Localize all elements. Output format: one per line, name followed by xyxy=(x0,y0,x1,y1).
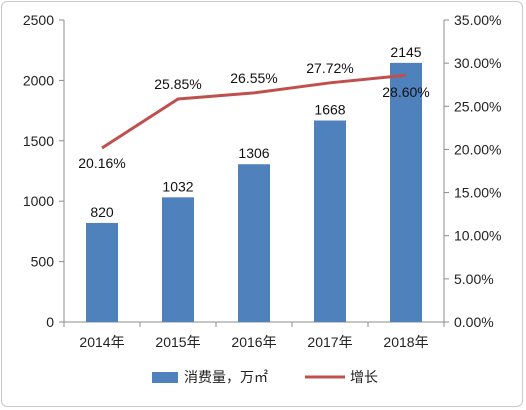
bar-value-label: 1306 xyxy=(238,145,269,161)
right-tick-label: 35.00% xyxy=(454,12,501,28)
bar xyxy=(314,120,346,322)
right-tick-label: 20.00% xyxy=(454,141,501,157)
axes: 0 500 1000 1500 2000 2500 0.00% 5.00% 10.00% 15.0… xyxy=(23,12,502,350)
x-tick-label: 2016年 xyxy=(231,334,276,350)
growth-line-path xyxy=(101,73,407,150)
x-tick-label: 2015年 xyxy=(155,334,200,350)
bar xyxy=(86,222,118,322)
right-tick-label: 0.00% xyxy=(454,314,494,330)
left-tick-label: 2000 xyxy=(23,72,54,88)
x-tick-label: 2018年 xyxy=(383,334,428,350)
bar xyxy=(238,164,270,322)
right-tick-label: 15.00% xyxy=(454,185,501,201)
growth-value-label: 20.16% xyxy=(78,155,125,171)
legend-label-consumption: 消费量，万㎡ xyxy=(184,370,268,386)
right-tick-label: 25.00% xyxy=(454,98,501,114)
legend-swatch-consumption xyxy=(152,372,178,383)
bar-value-label: 2145 xyxy=(390,44,421,60)
left-tick-label: 1500 xyxy=(23,133,54,149)
left-tick-label: 500 xyxy=(31,254,55,270)
x-tick-label: 2014年 xyxy=(79,334,124,350)
left-tick-label: 2500 xyxy=(23,12,54,28)
bar-value-label: 1668 xyxy=(314,102,345,118)
growth-value-label: 26.55% xyxy=(230,70,277,86)
right-tick-label: 10.00% xyxy=(454,228,501,244)
bar-value-label: 820 xyxy=(90,204,114,220)
right-tick-label: 5.00% xyxy=(454,271,494,287)
growth-value-label: 28.60% xyxy=(382,84,429,100)
growth-line xyxy=(101,73,407,150)
bar xyxy=(162,197,194,322)
right-tick-label: 30.00% xyxy=(454,55,501,71)
legend: 消费量，万㎡ 增长 xyxy=(152,370,378,386)
growth-value-label: 27.72% xyxy=(306,60,353,76)
data-labels: 820 1032 1306 1668 2145 20.16% 25.85% 26.55% 27.… xyxy=(78,44,429,220)
bar xyxy=(390,62,422,322)
x-tick-label: 2017年 xyxy=(307,334,352,350)
bar-value-label: 1032 xyxy=(162,178,193,194)
growth-value-label: 25.85% xyxy=(154,76,201,92)
left-tick-label: 1000 xyxy=(23,193,54,209)
left-tick-label: 0 xyxy=(46,314,54,330)
legend-label-growth: 增长 xyxy=(350,370,378,386)
bars xyxy=(86,62,422,322)
